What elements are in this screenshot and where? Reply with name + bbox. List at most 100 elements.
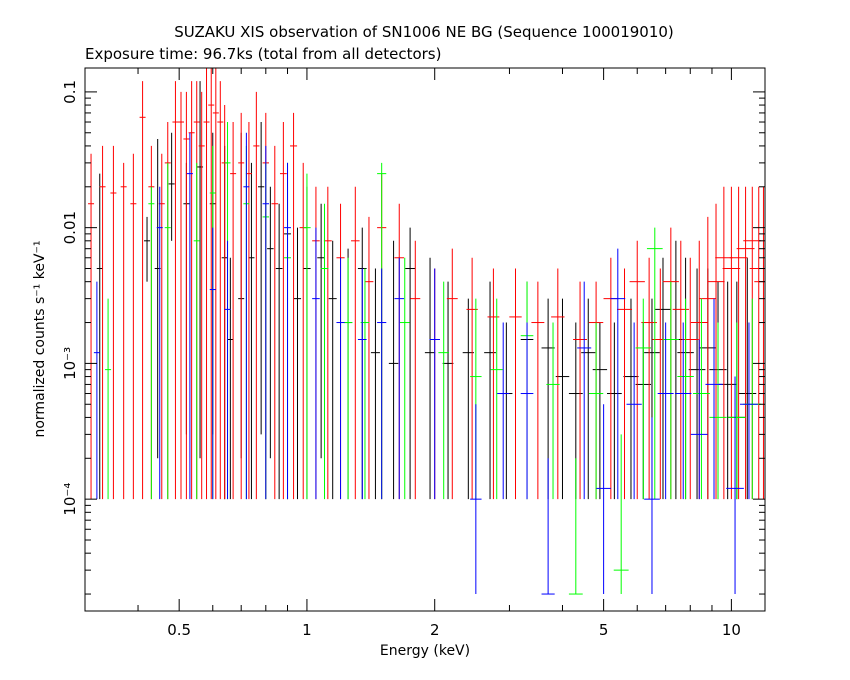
x-tick-label: 5 <box>599 621 609 639</box>
y-tick-label: 0.1 <box>61 80 79 104</box>
data-point <box>377 268 387 500</box>
plot-frame <box>84 67 766 612</box>
data-point <box>224 240 231 500</box>
data-point <box>139 81 146 500</box>
data-point <box>726 376 744 595</box>
data-point <box>168 132 175 241</box>
data-point <box>172 81 179 500</box>
data-point <box>531 281 545 500</box>
data-point <box>267 186 274 459</box>
data-point <box>323 186 332 500</box>
data-point <box>93 281 100 500</box>
data-point <box>217 81 224 500</box>
data-point <box>130 153 137 500</box>
data-point <box>442 281 454 500</box>
data-point <box>623 298 639 500</box>
data-point <box>699 216 717 500</box>
data-point <box>88 153 95 500</box>
data-point <box>245 122 252 500</box>
data-point <box>253 91 260 500</box>
data-point <box>718 281 737 500</box>
data-point <box>209 227 216 500</box>
data-point <box>509 268 522 500</box>
data-point <box>148 186 155 500</box>
data-point <box>672 240 689 500</box>
data-point <box>635 298 651 500</box>
data-point <box>690 339 708 500</box>
data-point <box>577 281 592 500</box>
axis-ticks: 0.5 1 2 5 10 0.1 0.01 10⁻³ 10⁻⁴ <box>61 68 765 639</box>
data-point <box>177 91 184 500</box>
data-point <box>238 112 245 500</box>
data-point <box>613 434 629 595</box>
data-point <box>617 268 633 500</box>
data-point <box>320 203 329 500</box>
series-0 <box>96 81 757 500</box>
data-point <box>688 268 706 500</box>
chart-subtitle: Exposure time: 96.7ks (total from all de… <box>85 45 441 63</box>
data-point <box>596 404 611 595</box>
data-point <box>603 257 619 500</box>
data-point <box>212 68 219 500</box>
y-tick-label: 10⁻³ <box>61 347 79 380</box>
data-point <box>193 162 200 500</box>
data-point <box>328 240 337 500</box>
x-tick-label: 2 <box>430 621 440 639</box>
data-point <box>262 145 269 500</box>
data-point <box>243 132 250 500</box>
data-point <box>629 240 645 500</box>
data-point <box>610 248 626 500</box>
data-point <box>203 68 210 500</box>
x-tick-label: 0.5 <box>167 621 191 639</box>
data-point <box>144 216 151 282</box>
data-point <box>446 248 458 500</box>
data-point <box>343 257 353 500</box>
data-point <box>284 162 291 500</box>
data-point <box>227 257 234 500</box>
data-point <box>394 257 405 500</box>
data-point <box>438 281 450 500</box>
data-point <box>351 186 360 500</box>
data-point <box>221 105 228 500</box>
data-point <box>693 298 710 500</box>
x-axis-label: Energy (keV) <box>380 643 470 659</box>
data-point <box>705 298 723 500</box>
data-point <box>490 298 503 500</box>
data-point <box>336 257 345 500</box>
data-point <box>606 322 622 500</box>
data-point <box>675 322 692 500</box>
data-point <box>551 268 565 500</box>
data-point <box>388 240 399 500</box>
data-point <box>541 458 555 595</box>
data-point <box>470 404 482 595</box>
data-point <box>279 122 287 500</box>
data-point <box>424 257 436 500</box>
data-point <box>500 322 513 500</box>
data-point <box>707 203 725 500</box>
data-point <box>729 186 748 500</box>
data-point <box>727 322 746 500</box>
data-point <box>364 216 374 500</box>
y-tick-label: 0.01 <box>61 211 79 244</box>
data-point <box>546 322 560 500</box>
data-point <box>410 240 421 500</box>
data-point <box>303 173 311 500</box>
data-point <box>677 298 694 500</box>
data-point <box>120 162 127 500</box>
data-point <box>581 298 596 500</box>
data-point <box>312 227 320 500</box>
data-point <box>497 322 510 500</box>
data-point <box>271 145 279 500</box>
y-axis-label: normalized counts s⁻¹ keV⁻¹ <box>32 240 48 437</box>
data-point <box>715 186 733 500</box>
data-point <box>588 322 604 500</box>
data-point <box>573 281 588 500</box>
data-point <box>722 186 741 500</box>
data-point <box>275 203 283 500</box>
data-point <box>484 281 496 500</box>
data-point <box>183 91 190 500</box>
data-point <box>592 322 608 500</box>
data-point <box>96 173 103 500</box>
x-tick-label: 1 <box>302 621 312 639</box>
